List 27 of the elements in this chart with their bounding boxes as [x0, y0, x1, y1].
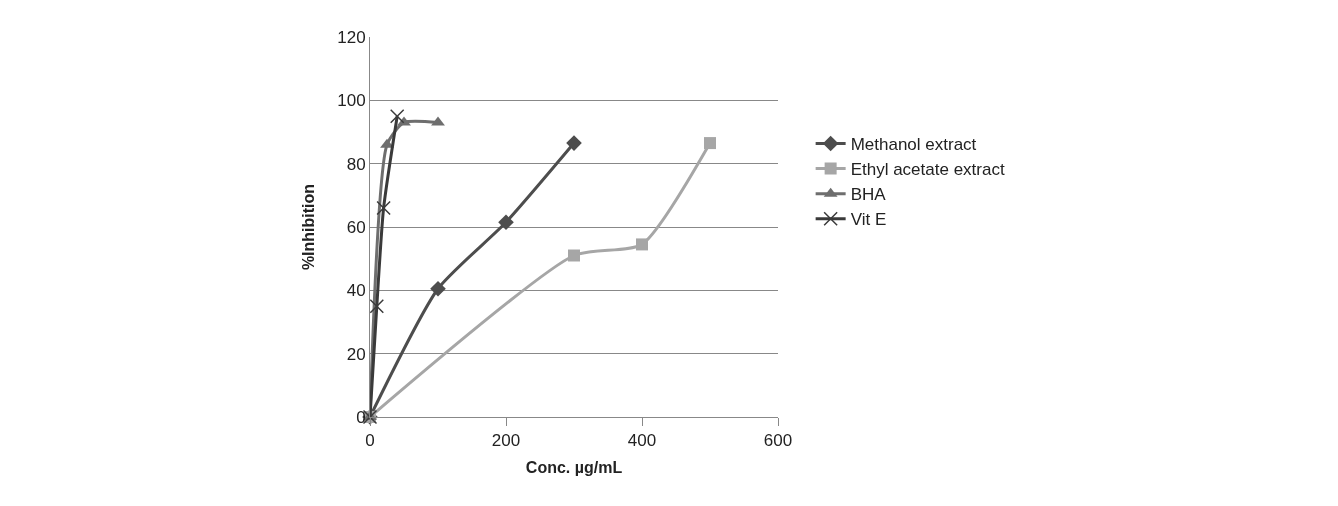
- y-tick-label: 120: [337, 27, 366, 47]
- y-tick-label: 40: [346, 281, 366, 301]
- y-tick-label: 20: [346, 344, 366, 364]
- point: [369, 298, 385, 314]
- point: [430, 280, 446, 297]
- x-tick-label: 600: [763, 431, 793, 451]
- y-tick-label: 60: [346, 217, 366, 237]
- x-tick-label: 200: [491, 431, 521, 451]
- point: [498, 214, 514, 231]
- y-tick-label: 100: [337, 91, 366, 111]
- legend-label: Methanol extract: [850, 135, 977, 155]
- point: [704, 137, 716, 150]
- point: [376, 200, 391, 216]
- y-axis-title: %Inhibition: [300, 183, 318, 271]
- legend-label: Vit E: [850, 210, 887, 230]
- x-tick-label: 400: [627, 431, 657, 451]
- point: [380, 138, 394, 148]
- y-tick-label: 0: [356, 407, 366, 427]
- point: [431, 116, 445, 126]
- point: [568, 249, 580, 262]
- point: [389, 108, 405, 124]
- x-axis-title: Conc. µg/mL: [525, 459, 623, 477]
- point: [636, 238, 648, 251]
- legend-label: BHA: [850, 185, 887, 205]
- point: [566, 135, 582, 151]
- y-tick-label: 80: [346, 154, 366, 174]
- legend-label: Ethyl acetate extract: [850, 160, 1005, 180]
